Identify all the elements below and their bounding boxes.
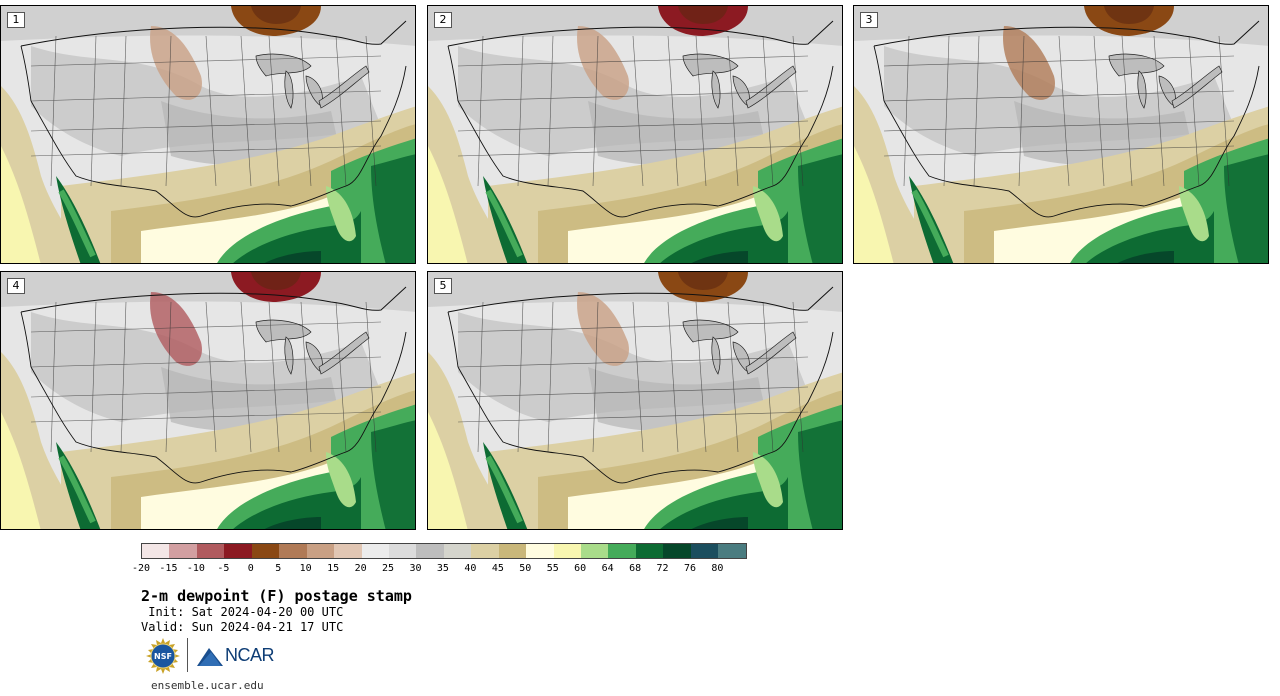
valid-time: Valid: Sun 2024-04-21 17 UTC xyxy=(141,620,344,634)
colorbar-segment xyxy=(196,544,225,558)
colorbar-segment xyxy=(224,544,252,558)
dewpoint-colorbar xyxy=(141,543,747,559)
colorbar-tick-label: -10 xyxy=(186,563,205,574)
colorbar-segment xyxy=(581,544,609,558)
svg-text:NSF: NSF xyxy=(154,652,172,661)
colorbar-segment xyxy=(361,544,389,558)
dewpoint-map-3 xyxy=(854,6,1268,263)
dewpoint-map-1 xyxy=(1,6,415,263)
colorbar-segment xyxy=(279,544,307,558)
colorbar-tick-label: -20 xyxy=(131,563,151,574)
map-panel-3: 3 xyxy=(853,5,1269,264)
colorbar-segment xyxy=(169,544,197,558)
chart-title: 2-m dewpoint (F) postage stamp xyxy=(141,587,412,605)
panel-number-label: 3 xyxy=(860,12,878,28)
colorbar-tick-label: 40 xyxy=(464,563,477,574)
colorbar-segment xyxy=(306,544,335,558)
panel-number-label: 1 xyxy=(7,12,25,28)
colorbar-tick-label: 5 xyxy=(275,563,282,574)
colorbar-segment xyxy=(608,544,636,558)
colorbar-segment xyxy=(416,544,444,558)
colorbar-segment xyxy=(718,544,746,558)
colorbar-tick-label: 45 xyxy=(491,563,504,574)
map-panel-4: 4 xyxy=(0,271,416,530)
colorbar-tick-label: -15 xyxy=(159,563,178,574)
colorbar-segment xyxy=(388,544,417,558)
colorbar-tick-label: 35 xyxy=(436,563,449,574)
init-time: Init: Sat 2024-04-20 00 UTC xyxy=(141,605,344,619)
colorbar-tick-label: 72 xyxy=(656,563,669,574)
colorbar-segment xyxy=(142,544,170,558)
colorbar-tick-label: 80 xyxy=(711,563,724,574)
colorbar-tick-labels: -20 -15 -10 -5 0 5 10 15 20 25 30 35 40 45 50 55 60 64 68 7… xyxy=(132,563,761,577)
colorbar-tick-label: 25 xyxy=(382,563,395,574)
colorbar-tick-label: 0 xyxy=(247,563,254,574)
colorbar-tick-label: 20 xyxy=(354,563,367,574)
colorbar-segment xyxy=(498,544,527,558)
colorbar-tick-label: 76 xyxy=(683,563,697,574)
map-panel-2: 2 xyxy=(427,5,843,264)
colorbar-tick-label: -5 xyxy=(217,563,230,574)
colorbar-tick-label: 50 xyxy=(519,563,532,574)
colorbar-segment xyxy=(526,544,554,558)
colorbar-tick-label: 15 xyxy=(327,563,340,574)
colorbar-tick-label: 68 xyxy=(629,563,642,574)
colorbar-segment xyxy=(443,544,472,558)
colorbar-tick-label: 10 xyxy=(299,563,312,574)
colorbar-segment xyxy=(690,544,719,558)
colorbar-segment xyxy=(471,544,499,558)
colorbar-segment xyxy=(553,544,581,558)
dewpoint-map-2 xyxy=(428,6,842,263)
colorbar-segment xyxy=(663,544,691,558)
panel-number-label: 2 xyxy=(434,12,452,28)
panel-number-label: 5 xyxy=(434,278,452,294)
map-panel-1: 1 xyxy=(0,5,416,264)
colorbar-tick-label: 55 xyxy=(546,563,559,574)
colorbar-segment xyxy=(334,544,362,558)
colorbar-segment xyxy=(635,544,664,558)
panel-number-label: 4 xyxy=(7,278,25,294)
colorbar-tick-label: 60 xyxy=(574,563,587,574)
colorbar-segment xyxy=(251,544,280,558)
site-url: ensemble.ucar.edu xyxy=(151,679,264,692)
logo-divider xyxy=(187,638,188,672)
map-panel-5: 5 xyxy=(427,271,843,530)
ncar-logo-icon: NCAR xyxy=(197,642,277,670)
nsf-logo-icon: NSF xyxy=(145,638,181,674)
colorbar-tick-label: 30 xyxy=(409,563,422,574)
dewpoint-map-4 xyxy=(1,272,415,529)
colorbar-tick-label: 64 xyxy=(601,563,614,574)
dewpoint-map-5 xyxy=(428,272,842,529)
